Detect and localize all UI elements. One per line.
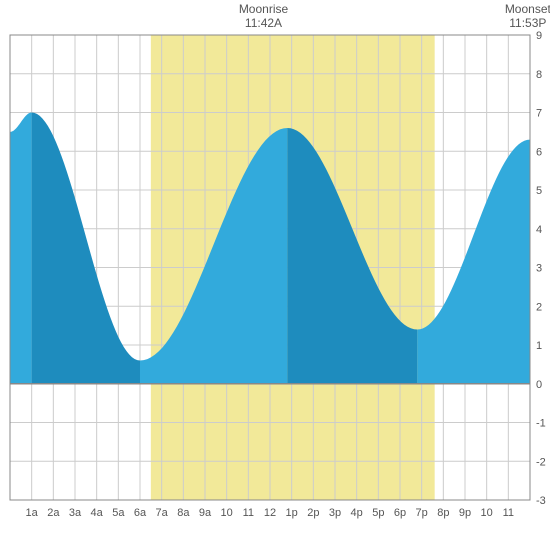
top-label-time: 11:53P	[498, 16, 550, 30]
y-axis-label: -3	[536, 495, 546, 507]
top-label: Moonset11:53P	[498, 2, 550, 31]
y-axis-label: 5	[536, 185, 542, 197]
x-axis-label: 9p	[459, 507, 471, 519]
y-axis-label: -1	[536, 418, 546, 430]
x-axis-label: 8p	[437, 507, 449, 519]
top-label-title: Moonset	[498, 2, 550, 16]
y-axis-label: 2	[536, 301, 542, 313]
x-axis-label: 4p	[351, 507, 363, 519]
x-axis-label: 4a	[91, 507, 104, 519]
x-axis-label: 11	[243, 507, 254, 519]
y-axis-label: 0	[536, 379, 542, 391]
x-axis-label: 5p	[372, 507, 384, 519]
x-axis-label: 3p	[329, 507, 341, 519]
y-axis-label: 6	[536, 146, 542, 158]
y-axis-label: 1	[536, 340, 542, 352]
x-axis-label: 5a	[112, 507, 125, 519]
x-axis-label: 11	[503, 507, 514, 519]
x-axis-label: 10	[481, 507, 493, 519]
top-label: Moonrise11:42A	[234, 2, 294, 31]
x-axis-label: 9a	[199, 507, 212, 519]
x-axis-label: 3a	[69, 507, 82, 519]
y-axis-label: -2	[536, 456, 546, 468]
x-axis-label: 1p	[286, 507, 298, 519]
tide-segment	[10, 113, 32, 384]
y-axis-label: 8	[536, 69, 542, 81]
y-axis-label: 9	[536, 30, 542, 42]
x-axis-label: 1a	[26, 507, 39, 519]
x-axis-label: 6a	[134, 507, 147, 519]
x-axis-label: 7p	[416, 507, 428, 519]
x-axis-label: 6p	[394, 507, 406, 519]
y-axis-label: 4	[536, 224, 542, 236]
tide-chart: 1a2a3a4a5a6a7a8a9a1011121p2p3p4p5p6p7p8p…	[0, 0, 550, 550]
x-axis-label: 10	[221, 507, 233, 519]
x-axis-label: 2p	[307, 507, 319, 519]
y-axis-label: 3	[536, 263, 542, 275]
x-axis-label: 12	[264, 507, 276, 519]
x-axis-label: 8a	[177, 507, 190, 519]
x-axis-label: 2a	[47, 507, 60, 519]
top-label-title: Moonrise	[234, 2, 294, 16]
x-axis-label: 7a	[156, 507, 169, 519]
y-axis-label: 7	[536, 108, 542, 120]
top-label-time: 11:42A	[234, 16, 294, 30]
chart-svg: 1a2a3a4a5a6a7a8a9a1011121p2p3p4p5p6p7p8p…	[0, 0, 550, 550]
